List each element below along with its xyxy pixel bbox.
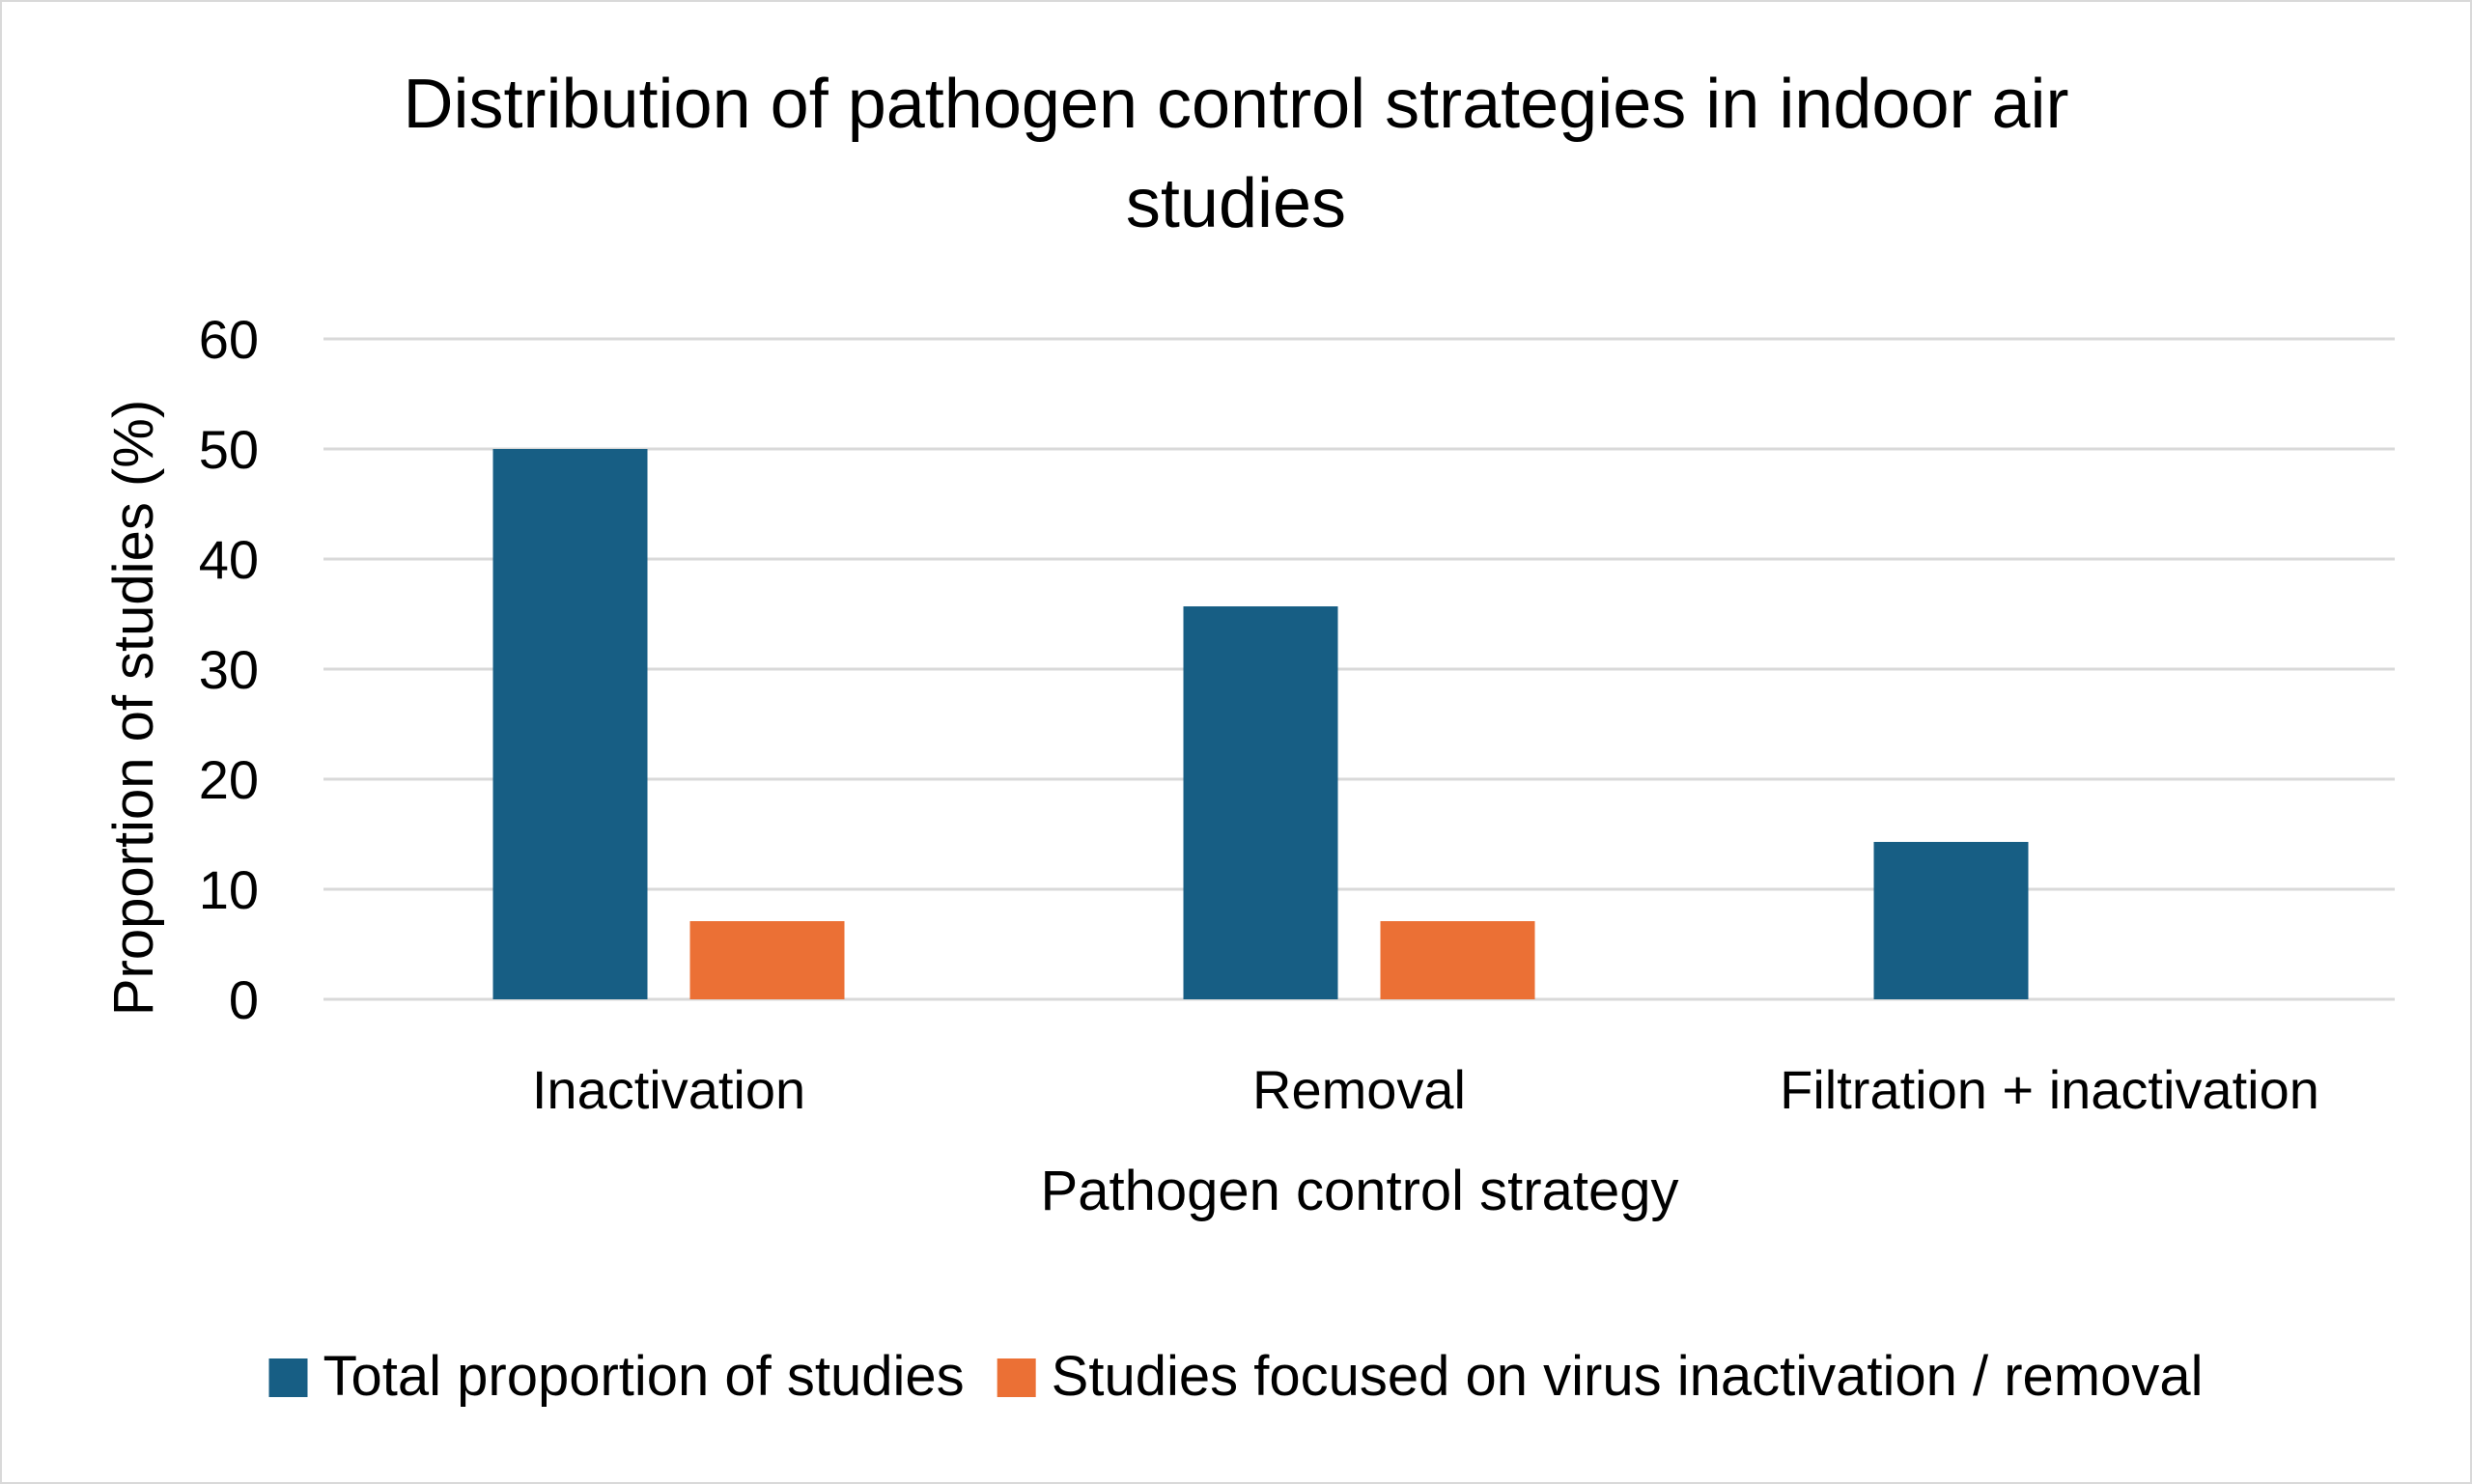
y-tick-label: 20 <box>199 749 259 810</box>
y-tick-label: 30 <box>199 639 259 700</box>
legend: Total proportion of studies Studies focus… <box>268 1345 2204 1408</box>
y-axis-ticks: 0 10 20 30 40 50 60 <box>199 309 259 1030</box>
x-category-label: Removal <box>1252 1059 1466 1120</box>
bar-total-1 <box>492 449 648 999</box>
bar-virus-1 <box>689 921 845 999</box>
y-tick-label: 50 <box>199 419 259 480</box>
legend-label-2: Studies focused on virus inactivation / … <box>1052 1345 2204 1408</box>
y-axis-title: Proportion of studies (%) <box>102 400 165 1016</box>
chart-title-line-1: Distribution of pathogen control strateg… <box>404 66 2069 143</box>
x-category-label: Inactivation <box>532 1059 805 1120</box>
y-tick-label: 60 <box>199 309 259 370</box>
bars <box>492 449 2029 999</box>
x-category-label: Filtration + inactivation <box>1780 1059 2319 1120</box>
x-axis-categories: Inactivation Removal Filtration + inactiva… <box>532 1059 2319 1120</box>
bar-total-2 <box>1183 606 1338 999</box>
bar-virus-2 <box>1380 921 1535 999</box>
bar-total-3 <box>1873 841 2029 999</box>
legend-label-1: Total proportion of studies <box>323 1345 965 1408</box>
legend-swatch-1 <box>268 1358 308 1397</box>
gridlines <box>323 337 2395 1001</box>
x-axis-title: Pathogen control strategy <box>1041 1160 1679 1222</box>
legend-swatch-2 <box>997 1358 1036 1397</box>
chart-title-line-2: studies <box>1126 165 1346 242</box>
y-tick-label: 10 <box>199 859 259 920</box>
y-tick-label: 0 <box>229 969 259 1030</box>
y-tick-label: 40 <box>199 529 259 590</box>
